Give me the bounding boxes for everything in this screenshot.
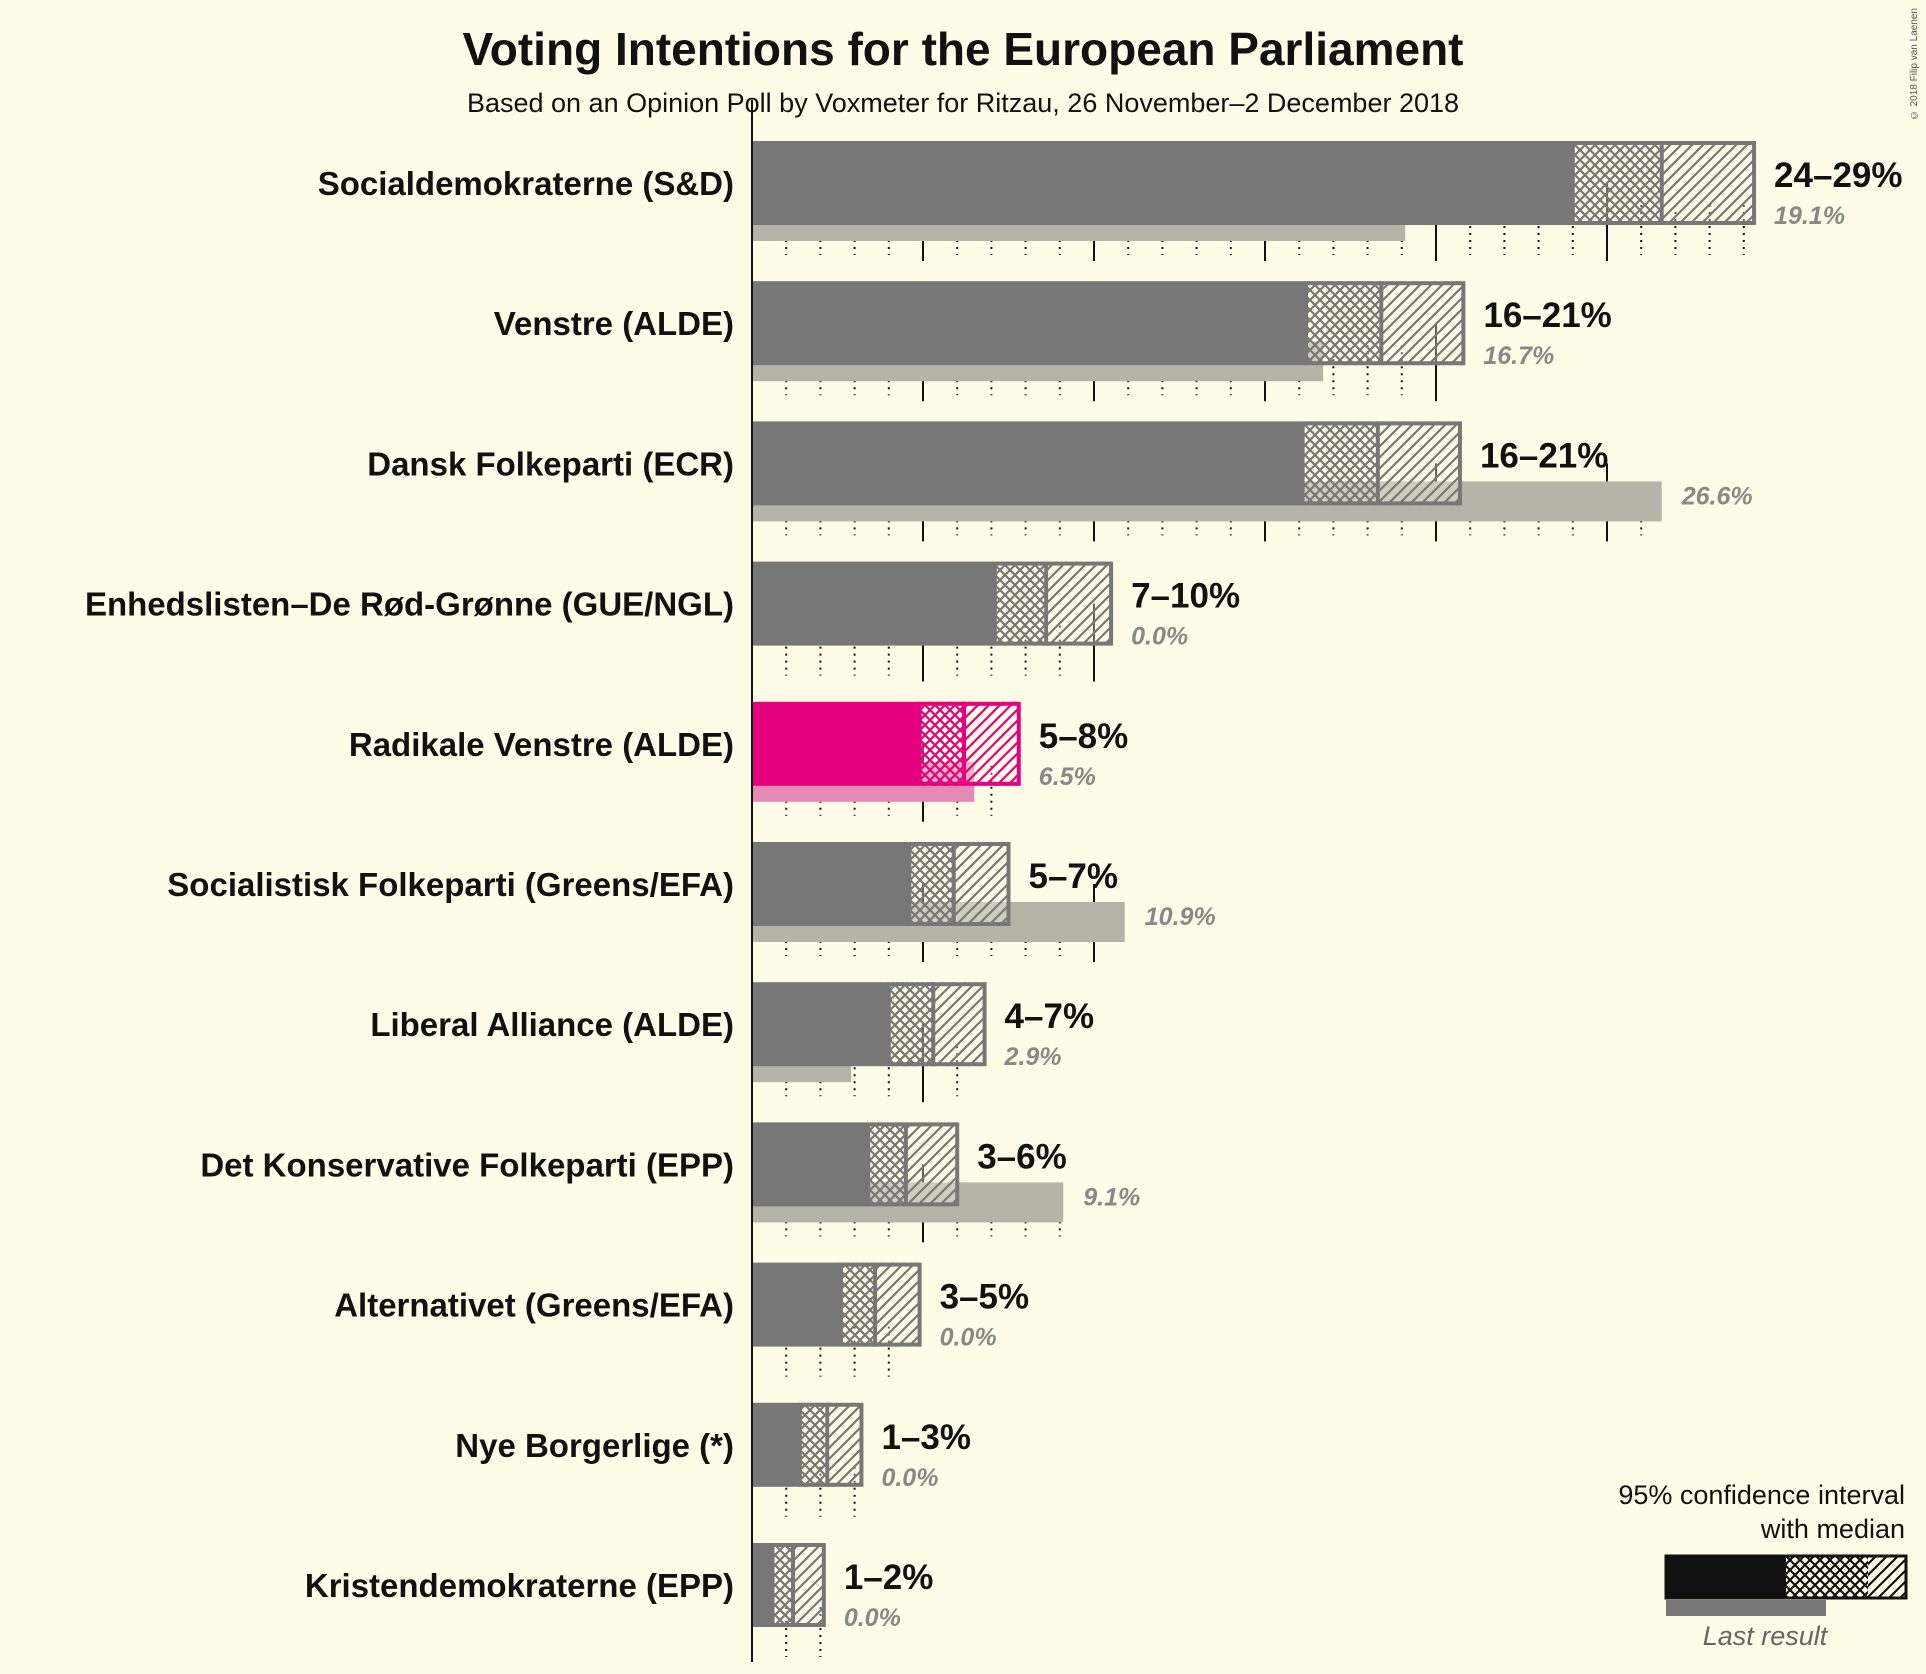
bar-solid [752, 141, 1573, 225]
category-label: Nye Borgerlige (*) [455, 1427, 734, 1464]
range-label: 5–8% [1039, 717, 1129, 756]
last-result-label: 0.0% [881, 1464, 938, 1492]
last-result-label: 16.7% [1483, 342, 1554, 370]
legend: 95% confidence interval with median Last… [1618, 1480, 1908, 1651]
category-label: Det Konservative Folkeparti (EPP) [200, 1146, 734, 1183]
ci-high-hatch [793, 1543, 824, 1627]
ci-high-hatch [875, 1262, 920, 1347]
ci-low-hatch [919, 701, 965, 786]
bar-solid [752, 1122, 869, 1207]
ci-high-hatch [1046, 561, 1112, 646]
last-result-label: 0.0% [940, 1324, 997, 1352]
category-label: Dansk Folkeparti (ECR) [367, 445, 734, 482]
bar-solid [752, 1543, 773, 1627]
chart-title: Voting Intentions for the European Parli… [462, 23, 1464, 75]
category-label: Enhedslisten–De Rød-Grønne (GUE/NGL) [85, 586, 734, 623]
ci-low-hatch [888, 982, 934, 1067]
ci-low-hatch [1572, 141, 1662, 225]
ci-high-hatch [1661, 141, 1755, 225]
ci-high-hatch [933, 982, 985, 1067]
bar-solid [752, 421, 1303, 506]
ci-high-hatch [1377, 421, 1460, 506]
last-result-label: 26.6% [1681, 482, 1753, 510]
last-result-label: 0.0% [1131, 623, 1188, 651]
ci-outline [917, 701, 1021, 786]
ci-high-hatch [964, 701, 1019, 786]
range-label: 5–7% [1029, 857, 1119, 896]
chart-subtitle: Based on an Opinion Poll by Voxmeter for… [466, 88, 1460, 118]
ci-low-hatch [909, 842, 954, 926]
range-label: 1–3% [881, 1418, 971, 1457]
ci-high-hatch [905, 1122, 958, 1207]
bar-solid [752, 701, 920, 786]
range-label: 24–29% [1774, 156, 1902, 195]
bar-solid [752, 1262, 841, 1347]
legend-last-bar [1666, 1600, 1826, 1616]
ci-high-hatch [953, 842, 1009, 926]
last-result-label: 2.9% [1004, 1043, 1062, 1071]
category-label: Kristendemokraterne (EPP) [305, 1567, 734, 1604]
category-label: Liberal Alliance (ALDE) [370, 1006, 734, 1043]
range-label: 16–21% [1480, 436, 1608, 475]
ci-low-hatch [1306, 281, 1382, 366]
legend-title-line1: 95% confidence interval [1618, 1480, 1905, 1510]
legend-last-label: Last result [1703, 1621, 1829, 1651]
ci-outline [1300, 421, 1462, 506]
legend-ci-outline [1664, 1554, 1908, 1600]
category-label: Socialdemokraterne (S&D) [318, 165, 734, 202]
ci-outline [770, 1543, 826, 1627]
last-result-label: 19.1% [1774, 202, 1845, 230]
ci-outline [1304, 281, 1466, 366]
ci-low-hatch [1302, 421, 1378, 506]
ci-outline [866, 1122, 960, 1207]
range-label: 1–2% [844, 1558, 934, 1597]
ci-high-hatch [827, 1402, 862, 1487]
ci-outline [907, 842, 1011, 926]
category-label: Alternativet (Greens/EFA) [334, 1287, 734, 1324]
last-result-label: 0.0% [844, 1604, 901, 1632]
legend-ci-low-hatch [1786, 1556, 1868, 1598]
range-label: 16–21% [1483, 296, 1611, 335]
category-label: Radikale Venstre (ALDE) [349, 726, 734, 763]
bar-solid [752, 1402, 800, 1487]
ci-outline [838, 1262, 922, 1347]
ci-low-hatch [799, 1402, 828, 1487]
bar-solid [752, 281, 1307, 366]
bar-solid [752, 842, 910, 926]
category-label: Socialistisk Folkeparti (Greens/EFA) [167, 866, 734, 903]
ci-high-hatch [1381, 281, 1464, 366]
ci-low-hatch [840, 1262, 876, 1347]
range-label: 4–7% [1005, 997, 1095, 1036]
ci-low-hatch [772, 1543, 794, 1627]
range-label: 3–5% [940, 1278, 1030, 1317]
ci-outline [797, 1402, 864, 1487]
legend-ci-high-hatch [1868, 1556, 1906, 1598]
ci-low-hatch [868, 1122, 906, 1207]
bar-solid [752, 561, 995, 646]
category-label: Venstre (ALDE) [494, 305, 734, 342]
range-label: 7–10% [1131, 577, 1240, 616]
legend-title-line2: with median [1760, 1514, 1905, 1544]
last-result-label: 6.5% [1039, 763, 1096, 791]
ci-outline [886, 982, 987, 1067]
last-result-label: 10.9% [1145, 903, 1216, 931]
last-result-label: 9.1% [1083, 1183, 1140, 1211]
range-label: 3–6% [977, 1137, 1067, 1176]
bar-solid [752, 982, 889, 1067]
ci-low-hatch [994, 561, 1047, 646]
ci-outline [992, 561, 1114, 646]
